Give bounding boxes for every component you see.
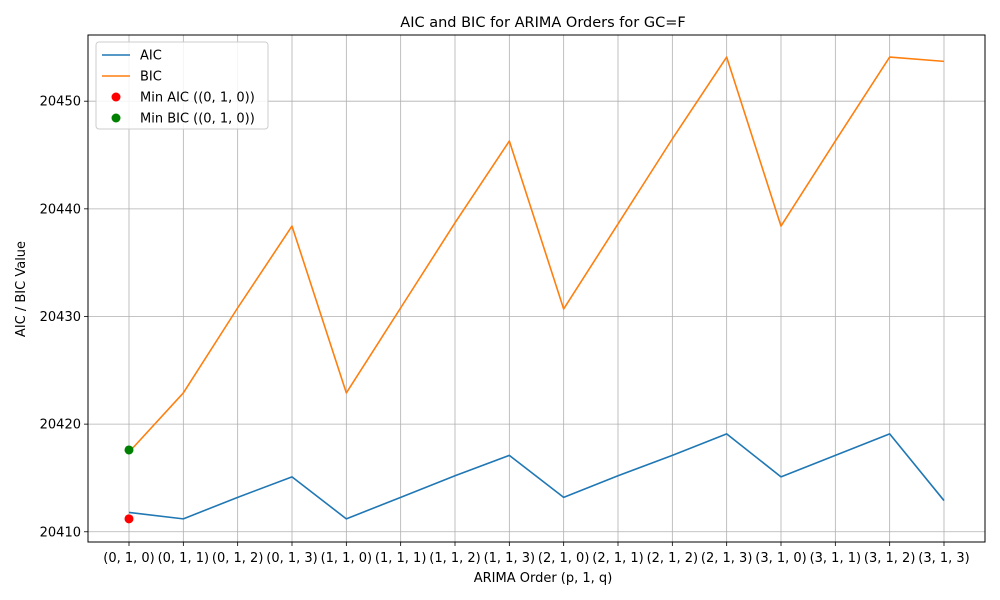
x-axis-ticks: (0, 1, 0) (0, 1, 1) (0, 1, 2) (0, 1, 3) (1, … bbox=[103, 542, 970, 566]
x-tick-label: (1, 1, 0) bbox=[321, 551, 373, 566]
x-tick-label: (0, 1, 1) bbox=[158, 551, 210, 566]
series-line-aic bbox=[128, 433, 945, 520]
x-tick-label: (0, 1, 3) bbox=[266, 551, 318, 566]
x-tick-label: (2, 1, 2) bbox=[647, 551, 699, 566]
y-tick-label: 20450 bbox=[40, 95, 81, 110]
x-tick-label: (0, 1, 2) bbox=[212, 551, 264, 566]
x-axis-label: ARIMA Order (p, 1, q) bbox=[474, 571, 613, 586]
chart-title: AIC and BIC for ARIMA Orders for GC=F bbox=[400, 15, 685, 31]
legend-box bbox=[95, 41, 269, 130]
legend-label: Min AIC ((0, 1, 0)) bbox=[140, 91, 255, 106]
y-tick-label: 20430 bbox=[40, 310, 81, 325]
legend-label: BIC bbox=[140, 70, 162, 85]
y-axis-ticks: 20410 20420 20430 20440 20450 bbox=[40, 95, 88, 540]
y-tick-label: 20420 bbox=[40, 418, 81, 433]
y-tick-label: 20410 bbox=[40, 525, 81, 540]
x-tick-label: (0, 1, 0) bbox=[103, 551, 155, 566]
x-tick-label: (3, 1, 0) bbox=[755, 551, 807, 566]
series-line-bic bbox=[128, 56, 945, 453]
x-tick-label: (3, 1, 3) bbox=[918, 551, 970, 566]
x-tick-label: (3, 1, 1) bbox=[810, 551, 862, 566]
x-tick-label: (3, 1, 2) bbox=[864, 551, 916, 566]
x-tick-label: (2, 1, 0) bbox=[538, 551, 590, 566]
legend-swatch-dot bbox=[111, 92, 121, 102]
x-tick-label: (1, 1, 3) bbox=[484, 551, 536, 566]
series-lines bbox=[128, 56, 945, 520]
plot-frame bbox=[87, 34, 986, 543]
x-tick-label: (1, 1, 1) bbox=[375, 551, 427, 566]
y-axis-label: AIC / BIC Value bbox=[14, 241, 29, 337]
y-tick-label: 20440 bbox=[40, 202, 81, 217]
legend-label: Min BIC ((0, 1, 0)) bbox=[140, 112, 255, 127]
min-aic-point bbox=[124, 514, 134, 524]
min-bic-point bbox=[124, 445, 134, 455]
legend-swatch-dot bbox=[111, 113, 121, 123]
legend-label: AIC bbox=[140, 49, 162, 64]
min-markers bbox=[124, 445, 134, 524]
x-tick-label: (2, 1, 3) bbox=[701, 551, 753, 566]
legend: AIC BIC Min AIC ((0, 1, 0)) Min BIC ((0, 1,… bbox=[95, 41, 269, 130]
x-tick-label: (1, 1, 2) bbox=[429, 551, 481, 566]
x-tick-label: (2, 1, 1) bbox=[592, 551, 644, 566]
